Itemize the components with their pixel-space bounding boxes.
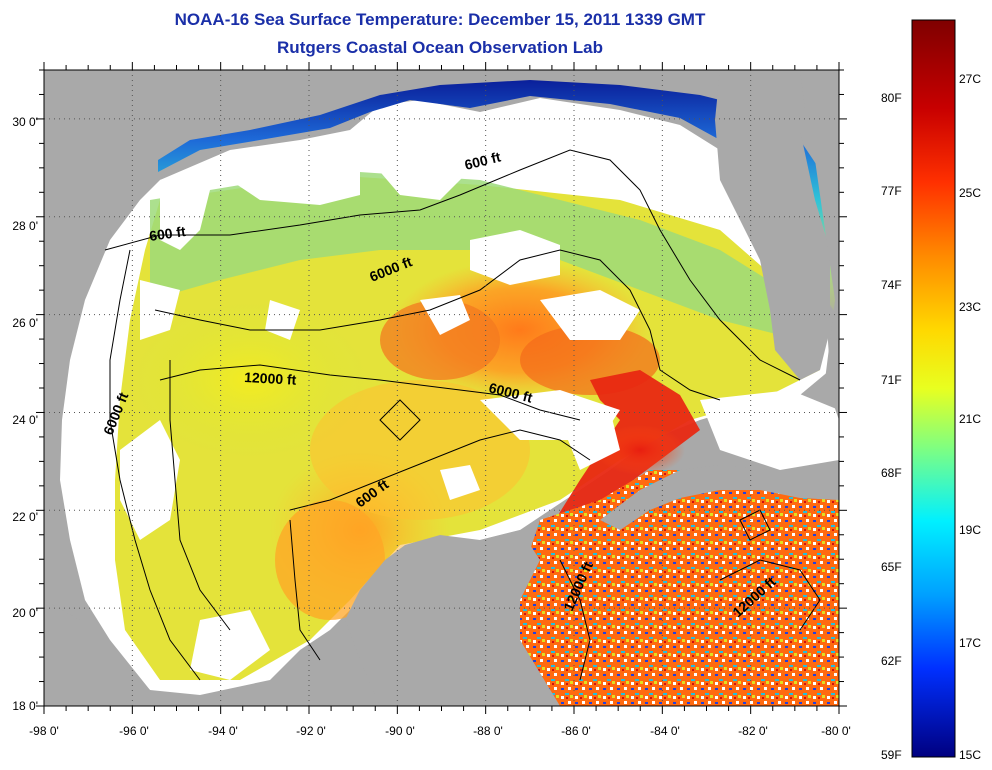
florida-landmass <box>715 70 830 380</box>
lon-label: -94 0' <box>208 724 238 738</box>
lon-label: -82 0' <box>738 724 768 738</box>
colorbar-f-label: 68F <box>881 466 902 480</box>
colorbar-f-label: 65F <box>881 560 902 574</box>
contour-label: 600 ft <box>148 223 187 244</box>
colorbar-f-label: 59F <box>881 748 902 762</box>
map-subtitle: Rutgers Coastal Ocean Observation Lab <box>277 38 603 57</box>
cuba-landmass <box>600 465 839 530</box>
sst-green-gradient <box>150 170 800 340</box>
contour-label: 12000 ft <box>244 369 297 388</box>
colorbar-c-label: 21C <box>959 412 982 426</box>
lon-label: -96 0' <box>119 724 149 738</box>
lat-label: 22 0' <box>12 510 38 524</box>
colorbar-c-label: 23C <box>959 300 982 314</box>
lon-label: -86 0' <box>561 724 591 738</box>
lat-label: 20 0' <box>12 606 38 620</box>
lat-label: 26 0' <box>12 316 38 330</box>
colorbar-f-label: 62F <box>881 654 902 668</box>
lon-label: -98 0' <box>29 724 59 738</box>
lat-label: 18 0' <box>12 699 38 713</box>
lon-label: -80 0' <box>821 724 851 738</box>
map-title: NOAA-16 Sea Surface Temperature: Decembe… <box>174 10 706 29</box>
colorbar-c-label: 25C <box>959 186 982 200</box>
lon-label: -90 0' <box>385 724 415 738</box>
lon-label: -92 0' <box>296 724 326 738</box>
lat-label: 30 0' <box>12 115 38 129</box>
colorbar-f-label: 80F <box>881 91 902 105</box>
colorbar-c-label: 27C <box>959 72 982 86</box>
lon-label: -88 0' <box>473 724 503 738</box>
colorbar-f-label: 71F <box>881 373 902 387</box>
colorbar-f-label: 77F <box>881 184 902 198</box>
lon-label: -84 0' <box>650 724 680 738</box>
lat-label: 24 0' <box>12 413 38 427</box>
yucatan-landmass <box>345 530 540 706</box>
colorbar <box>911 19 956 758</box>
colorbar-c-label: 17C <box>959 636 982 650</box>
sst-caribbean <box>520 470 839 706</box>
isobath-contours <box>104 149 821 681</box>
lat-label: 28 0' <box>12 219 38 233</box>
colorbar-c-label: 19C <box>959 523 982 537</box>
colorbar-c-label: 15C <box>959 748 982 762</box>
colorbar-f-label: 74F <box>881 278 902 292</box>
graticule <box>44 70 839 706</box>
axis-ticks <box>36 62 847 714</box>
